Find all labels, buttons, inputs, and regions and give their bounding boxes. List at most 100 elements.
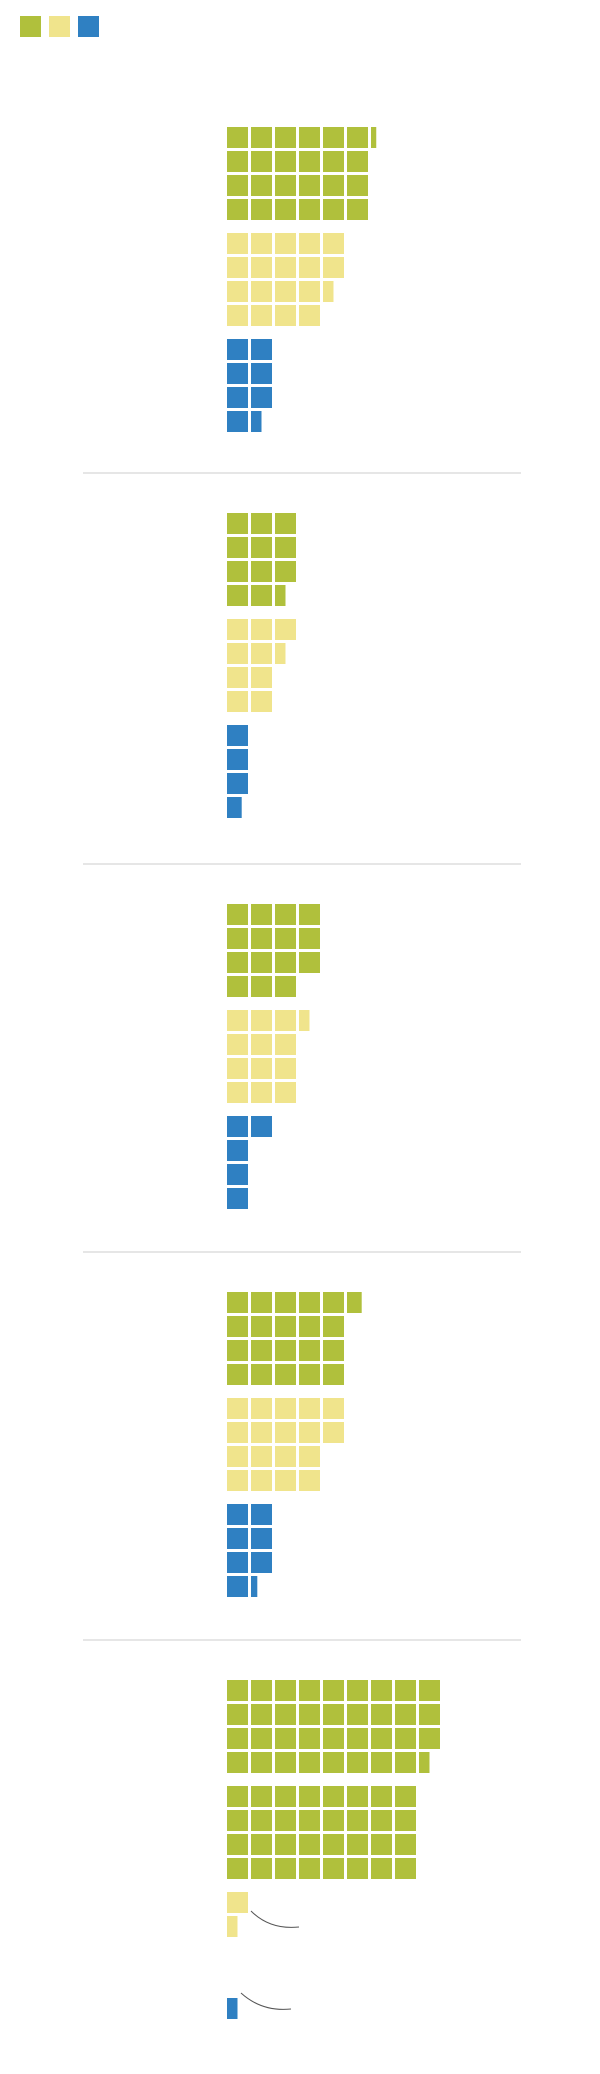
waffle-cell bbox=[299, 1364, 320, 1385]
waffle-cell bbox=[275, 1446, 296, 1467]
waffle-cell bbox=[299, 127, 320, 148]
waffle-cell bbox=[227, 1398, 248, 1419]
legend-swatch bbox=[20, 16, 41, 37]
waffle-cell bbox=[227, 1116, 248, 1137]
waffle-cell bbox=[251, 281, 272, 302]
waffle-cell bbox=[227, 1470, 248, 1491]
waffle-cell-partial bbox=[227, 1998, 238, 2019]
waffle-cell bbox=[347, 1680, 368, 1701]
waffle-cell bbox=[395, 1728, 416, 1749]
waffle-cell bbox=[227, 1364, 248, 1385]
waffle-cell bbox=[299, 1858, 320, 1879]
waffle-cell-partial bbox=[227, 797, 242, 818]
waffle-cell bbox=[371, 1810, 392, 1831]
waffle-cell bbox=[275, 619, 296, 640]
waffle-cell bbox=[323, 1680, 344, 1701]
waffle-cell bbox=[347, 1752, 368, 1773]
waffle-cell bbox=[227, 561, 248, 582]
waffle-cell bbox=[299, 1340, 320, 1361]
waffle-cell bbox=[227, 928, 248, 949]
waffle-cell bbox=[323, 1810, 344, 1831]
waffle-cell bbox=[275, 175, 296, 196]
waffle-cell bbox=[227, 1140, 248, 1161]
waffle-cell bbox=[323, 127, 344, 148]
waffle-cell bbox=[299, 904, 320, 925]
waffle-cell bbox=[371, 1858, 392, 1879]
connector bbox=[240, 1992, 292, 2010]
waffle-cell bbox=[395, 1858, 416, 1879]
waffle-cell bbox=[227, 1728, 248, 1749]
waffle-cell-partial bbox=[251, 1576, 258, 1597]
waffle-cell bbox=[251, 537, 272, 558]
waffle-cell bbox=[395, 1834, 416, 1855]
waffle-cell bbox=[347, 175, 368, 196]
waffle-cell bbox=[419, 1704, 440, 1725]
waffle-cell-partial bbox=[251, 411, 262, 432]
waffle-cell bbox=[227, 1552, 248, 1573]
waffle-cell bbox=[227, 1292, 248, 1313]
waffle-cell bbox=[227, 257, 248, 278]
waffle-cell bbox=[299, 151, 320, 172]
waffle-cell bbox=[251, 1786, 272, 1807]
waffle-cell bbox=[275, 1340, 296, 1361]
waffle-cell bbox=[251, 619, 272, 640]
waffle-cell bbox=[323, 1292, 344, 1313]
waffle-cell bbox=[275, 127, 296, 148]
waffle-cell bbox=[419, 1680, 440, 1701]
waffle-cell bbox=[299, 1680, 320, 1701]
waffle-cell bbox=[347, 1834, 368, 1855]
waffle-cell bbox=[251, 233, 272, 254]
waffle-cell bbox=[395, 1704, 416, 1725]
waffle-cell bbox=[227, 537, 248, 558]
waffle-cell bbox=[227, 1316, 248, 1337]
waffle-cell bbox=[371, 1786, 392, 1807]
waffle-cell bbox=[299, 1752, 320, 1773]
waffle-cell bbox=[227, 691, 248, 712]
waffle-cell bbox=[227, 127, 248, 148]
waffle-cell bbox=[227, 1446, 248, 1467]
waffle-cell bbox=[227, 976, 248, 997]
waffle-cell bbox=[251, 363, 272, 384]
waffle-cell bbox=[395, 1752, 416, 1773]
waffle-cell bbox=[347, 1858, 368, 1879]
waffle-cell bbox=[299, 257, 320, 278]
waffle-cell bbox=[323, 1340, 344, 1361]
legend-swatch bbox=[78, 16, 99, 37]
waffle-cell bbox=[323, 1316, 344, 1337]
waffle-cell bbox=[251, 1752, 272, 1773]
waffle-cell bbox=[227, 1704, 248, 1725]
waffle-cell bbox=[251, 387, 272, 408]
waffle-cell bbox=[419, 1728, 440, 1749]
waffle-cell bbox=[227, 1786, 248, 1807]
waffle-cell bbox=[227, 151, 248, 172]
waffle-cell bbox=[227, 1082, 248, 1103]
waffle-cell bbox=[251, 199, 272, 220]
waffle-cell bbox=[251, 175, 272, 196]
waffle-cell bbox=[323, 1364, 344, 1385]
waffle-cell-partial bbox=[275, 643, 286, 664]
waffle-cell bbox=[347, 127, 368, 148]
waffle-cell bbox=[251, 1552, 272, 1573]
waffle-cell bbox=[251, 1504, 272, 1525]
waffle-cell-partial bbox=[347, 1292, 362, 1313]
waffle-cell bbox=[323, 175, 344, 196]
waffle-cell bbox=[251, 1728, 272, 1749]
waffle-cell bbox=[299, 1398, 320, 1419]
waffle-cell bbox=[227, 1188, 248, 1209]
waffle-cell-partial bbox=[419, 1752, 430, 1773]
waffle-cell bbox=[275, 952, 296, 973]
waffle-cell bbox=[227, 1576, 248, 1597]
waffle-cell bbox=[251, 691, 272, 712]
waffle-cell bbox=[395, 1810, 416, 1831]
waffle-cell bbox=[275, 1728, 296, 1749]
waffle-cell bbox=[227, 411, 248, 432]
waffle-cell bbox=[323, 1422, 344, 1443]
waffle-cell bbox=[275, 904, 296, 925]
waffle-cell bbox=[251, 928, 272, 949]
waffle-cell bbox=[347, 199, 368, 220]
waffle-cell bbox=[251, 1470, 272, 1491]
waffle-cell bbox=[251, 667, 272, 688]
waffle-cell bbox=[251, 127, 272, 148]
waffle-cell bbox=[347, 1786, 368, 1807]
waffle-cell bbox=[227, 387, 248, 408]
